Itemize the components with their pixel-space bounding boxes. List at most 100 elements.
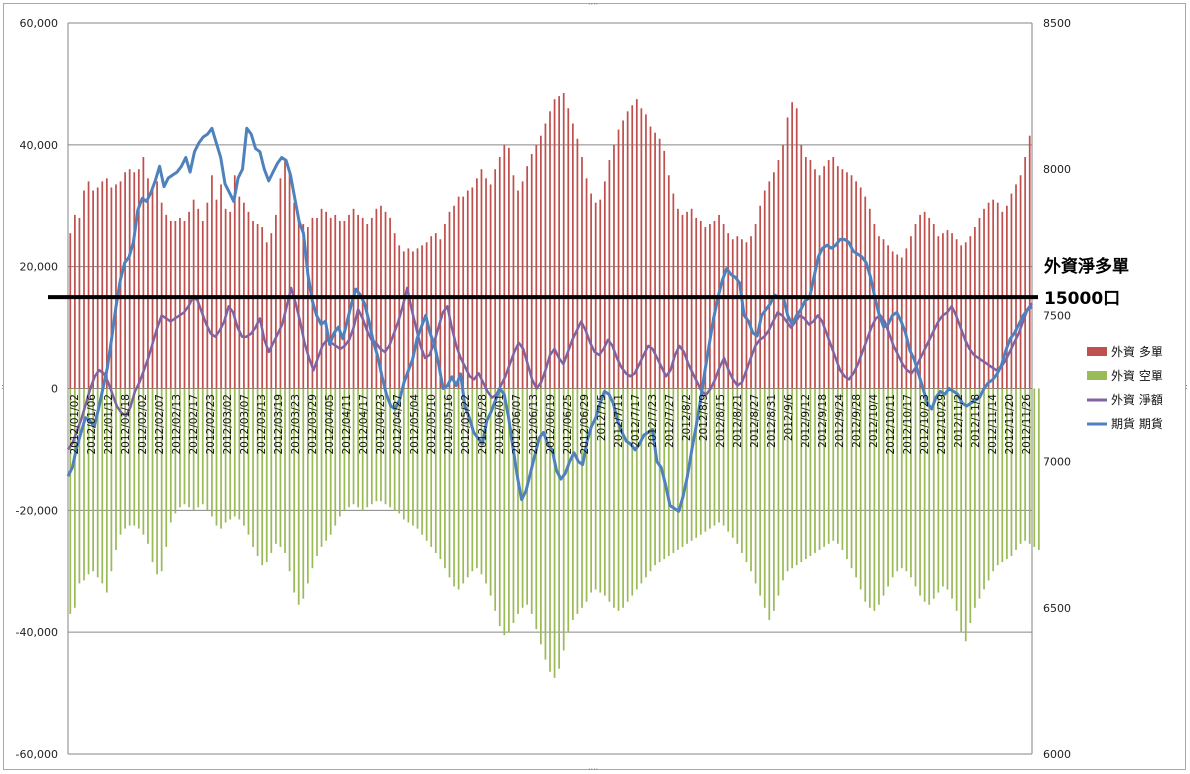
long-bar (549, 111, 551, 389)
long-bar (270, 233, 273, 389)
left-axis: 60,000 40,000 20,000 0 -20,000 -40,000 -60,000 (16, 17, 58, 761)
long-bar (1015, 184, 1017, 389)
short-bar (791, 388, 794, 569)
short-bar (900, 388, 903, 569)
long-bar (357, 214, 359, 389)
long-bar (275, 214, 277, 389)
short-bar (229, 388, 232, 520)
short-bar (73, 388, 76, 608)
resize-handle-right[interactable]: : (1185, 382, 1188, 391)
x-axis-tick-label: 2012/03/23 (290, 394, 302, 455)
long-bar (782, 144, 784, 389)
resize-handle-left[interactable]: : (1, 382, 4, 391)
short-bar (352, 388, 355, 505)
x-axis-tick-label: 2012/7/23 (647, 394, 659, 448)
short-bar (677, 388, 679, 550)
long-bar (361, 217, 364, 389)
long-bar (279, 178, 282, 389)
short-bar (846, 388, 848, 560)
short-bar (1010, 388, 1013, 557)
short-bar (727, 388, 730, 532)
short-bar (836, 388, 839, 544)
right-axis-tick-label: 6000 (1043, 748, 1071, 761)
short-bar (987, 388, 990, 581)
long-bar (928, 217, 931, 389)
short-bar (969, 388, 972, 624)
x-axis-tick-label: 2012/06/01 (494, 394, 506, 455)
x-axis-tick-label: 2012/04/17 (358, 394, 370, 455)
long-bar (713, 220, 716, 389)
short-bar (549, 388, 551, 672)
x-axis-tick-label: 2012/03/19 (273, 394, 285, 455)
short-bar (736, 388, 739, 544)
long-bar (786, 117, 789, 389)
long-bar (791, 102, 794, 389)
legend-label: 外資 淨額 (1111, 393, 1163, 407)
long-bar (919, 214, 921, 389)
short-bar (508, 388, 510, 633)
long-bar (457, 196, 460, 389)
long-bar (603, 181, 606, 389)
short-bar (864, 388, 867, 602)
x-axis-tick-label: 2012/11/26 (1021, 394, 1033, 455)
long-bar (704, 227, 707, 389)
short-bar (887, 388, 889, 587)
short-bar (302, 388, 305, 599)
short-bar (87, 388, 90, 575)
long-bar (165, 214, 168, 389)
short-bar (709, 388, 711, 529)
x-axis-tick-label: 2012/7/5 (596, 394, 608, 441)
x-axis-tick-label: 2012/9/6 (783, 394, 795, 441)
short-bar (823, 388, 825, 547)
legend-swatch (1087, 347, 1107, 356)
long-bar (905, 248, 908, 389)
short-bar (786, 388, 789, 572)
left-axis-tick-label: -40,000 (16, 626, 58, 639)
short-bar (389, 388, 391, 508)
resize-handle-top[interactable]: ···· (588, 0, 599, 9)
left-axis-tick-label: 60,000 (20, 17, 59, 30)
short-bar (882, 388, 885, 596)
short-bar (978, 388, 981, 599)
short-bar (809, 388, 812, 557)
x-axis-tick-label: 2012/02/17 (188, 394, 200, 455)
long-bar (348, 214, 350, 389)
short-bars-series (69, 388, 1040, 678)
legend-label: 期貨 期貨 (1111, 416, 1163, 431)
short-bar (366, 388, 369, 508)
long-bar (613, 144, 615, 389)
short-bar (247, 388, 250, 535)
right-axis-tick-label: 6500 (1043, 602, 1071, 615)
long-bar (553, 99, 556, 389)
short-bar (183, 388, 186, 505)
resize-handle-bottom[interactable]: ···· (588, 765, 599, 774)
long-bar (517, 190, 519, 389)
x-axis-tick-label: 2012/05/04 (409, 394, 421, 455)
x-axis-tick-label: 2012/04/23 (375, 394, 387, 455)
short-bar (471, 388, 474, 572)
short-bar (270, 388, 273, 553)
long-bar (754, 224, 757, 389)
long-bar (1024, 157, 1027, 389)
short-bar (855, 388, 857, 578)
x-axis-tick-label: 2012/01/06 (86, 394, 98, 455)
long-bar (617, 129, 620, 389)
long-bar (932, 224, 935, 389)
short-bar (480, 388, 483, 575)
short-bar (1037, 388, 1040, 550)
long-bar (87, 181, 90, 389)
short-bar (256, 388, 259, 557)
x-axis-tick-label: 2012/8/15 (715, 394, 727, 448)
short-bar (434, 388, 437, 553)
short-bar (992, 388, 995, 572)
left-axis-tick-label: 0 (51, 383, 58, 396)
short-bar (297, 388, 300, 605)
short-bar (690, 388, 693, 541)
short-bar (649, 388, 652, 572)
short-bar (275, 388, 277, 544)
x-axis-tick-label: 2012/8/27 (749, 394, 761, 448)
short-bar (494, 388, 497, 611)
long-bar (800, 144, 803, 389)
short-bar (265, 388, 268, 563)
